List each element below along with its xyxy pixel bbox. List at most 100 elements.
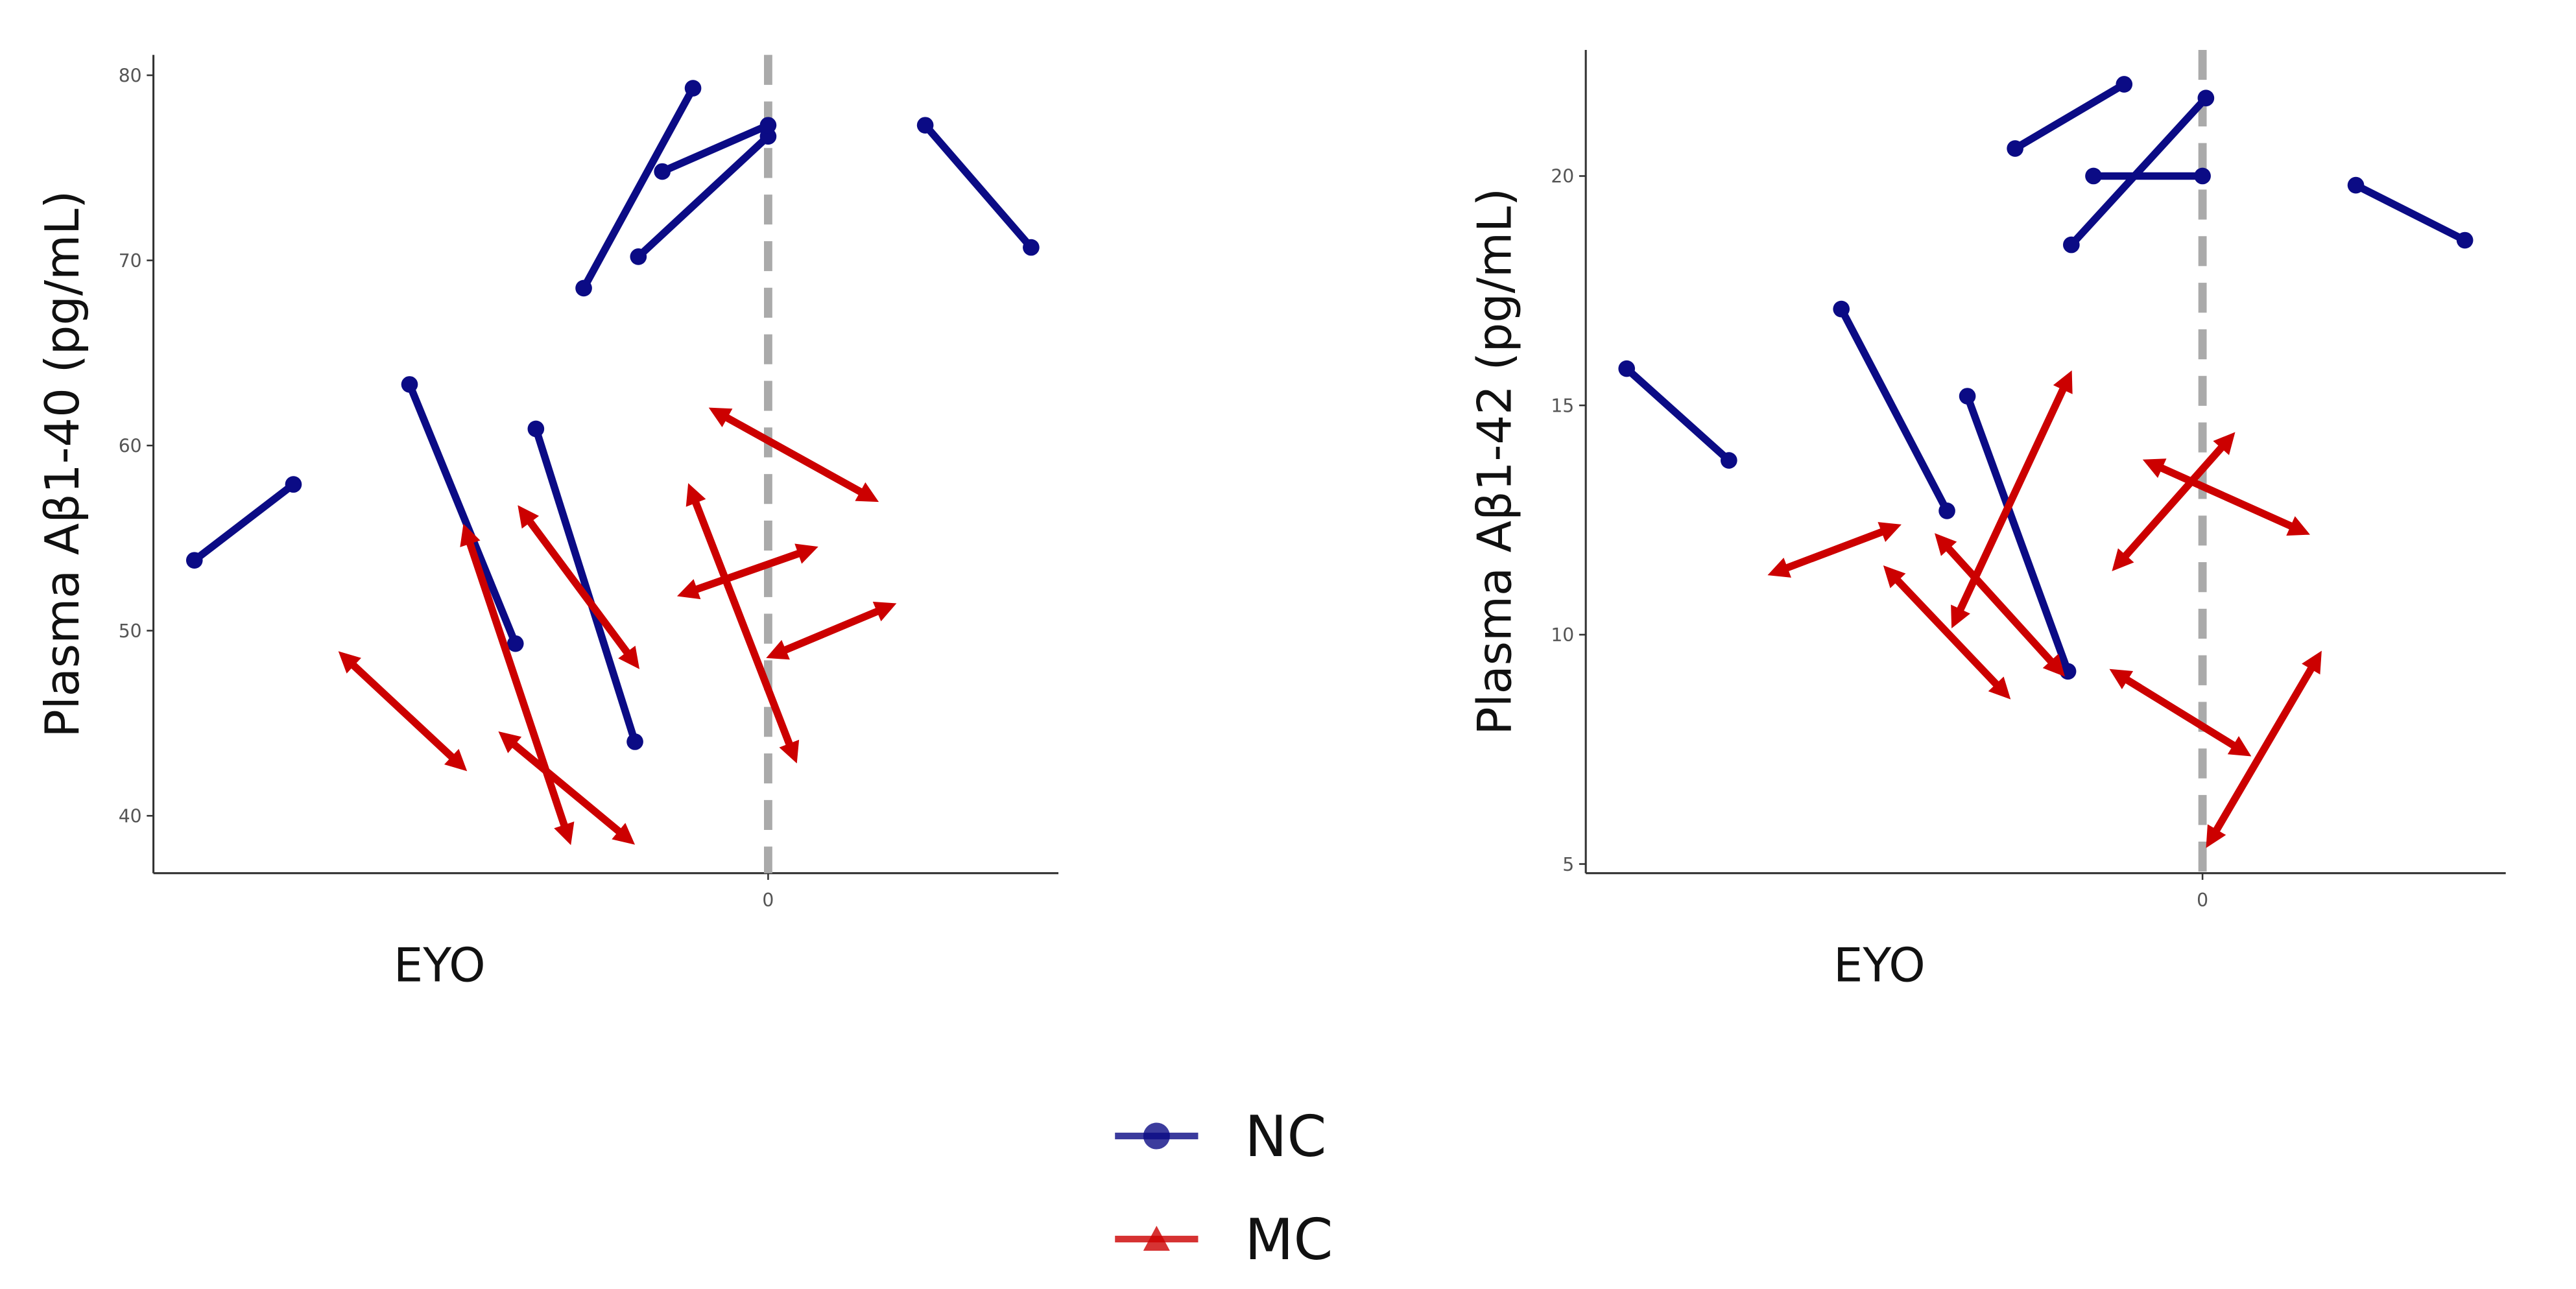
point xyxy=(2116,76,2133,93)
point xyxy=(794,543,818,564)
x-tick-label: 0 xyxy=(2197,890,2208,911)
y-tick-label: 60 xyxy=(119,435,142,456)
point xyxy=(654,163,671,180)
segment xyxy=(2153,461,2300,533)
point xyxy=(2213,432,2236,455)
point xyxy=(1618,360,1636,377)
legend-marker xyxy=(1143,1225,1170,1251)
point xyxy=(401,376,418,393)
point xyxy=(618,645,640,669)
segment xyxy=(776,605,886,657)
point xyxy=(916,117,934,134)
segment xyxy=(922,123,1034,250)
segment xyxy=(345,657,460,765)
point xyxy=(708,407,733,427)
point xyxy=(554,822,575,846)
legend: NC MC xyxy=(1115,1104,1333,1273)
y-tick-label: 15 xyxy=(1551,395,1574,416)
panel: 40 50 60 70 80 0 EYO Plasma Aβ1-40 (pg/mL) xyxy=(35,54,1059,992)
point xyxy=(676,579,701,600)
point xyxy=(1938,503,1955,519)
point xyxy=(285,476,302,493)
y-axis-title: Plasma Aβ1-40 (pg/mL) xyxy=(35,191,89,738)
y-tick-label: 50 xyxy=(119,621,142,642)
segment xyxy=(506,737,627,840)
point xyxy=(2286,516,2310,536)
point xyxy=(1988,676,2011,700)
point xyxy=(460,523,481,547)
point xyxy=(1767,558,1791,578)
legend-marker xyxy=(1143,1122,1170,1150)
point xyxy=(1878,522,1902,542)
point xyxy=(2456,231,2474,249)
point xyxy=(2042,654,2065,677)
segment xyxy=(718,410,869,499)
legend-label: NC xyxy=(1245,1104,1326,1170)
segment xyxy=(636,134,771,260)
point xyxy=(518,505,540,529)
point xyxy=(759,117,777,134)
segment xyxy=(1889,572,2005,692)
segment xyxy=(1778,525,1890,574)
point xyxy=(2109,668,2134,689)
point xyxy=(612,823,636,845)
point xyxy=(2206,824,2226,848)
segment xyxy=(464,535,571,834)
y-tick-label: 5 xyxy=(1562,854,1574,875)
point xyxy=(575,279,592,297)
y-tick-label: 70 xyxy=(119,250,142,272)
segment xyxy=(532,427,639,743)
point xyxy=(2007,140,2023,157)
segment xyxy=(2209,660,2319,839)
point xyxy=(2227,736,2252,757)
point xyxy=(686,483,706,507)
y-tick-label: 40 xyxy=(119,805,142,827)
point xyxy=(444,748,468,772)
y-axis-title: Plasma Aβ1-42 (pg/mL) xyxy=(1468,188,1522,735)
point xyxy=(2112,548,2134,572)
segment xyxy=(1624,366,1732,464)
point xyxy=(626,733,643,750)
segment xyxy=(2068,95,2209,248)
point xyxy=(1833,300,1850,318)
y-tick-label: 80 xyxy=(119,65,142,86)
point xyxy=(1959,388,1976,405)
segment xyxy=(689,494,796,753)
segment xyxy=(1838,307,1951,513)
point xyxy=(498,731,522,753)
segment xyxy=(192,481,296,563)
point xyxy=(185,552,203,569)
point xyxy=(527,420,545,438)
point xyxy=(1023,239,1040,256)
x-axis-title: EYO xyxy=(1833,938,1926,992)
point xyxy=(1720,452,1737,469)
y-tick-label: 20 xyxy=(1551,166,1574,187)
segment xyxy=(2013,81,2127,152)
segment xyxy=(406,383,519,645)
point xyxy=(2302,650,2322,675)
panel: 5 10 15 20 0 EYO Plasma Aβ1-42 (pg/mL) xyxy=(1468,49,2506,992)
segment xyxy=(1940,540,2059,670)
point xyxy=(2194,167,2211,185)
point xyxy=(2197,89,2215,107)
legend-label: MC xyxy=(1245,1207,1333,1273)
point xyxy=(2085,167,2102,185)
segment xyxy=(580,86,697,290)
segment xyxy=(1964,395,2071,673)
x-axis-title: EYO xyxy=(394,938,486,992)
segment xyxy=(2117,439,2230,564)
x-tick-label: 0 xyxy=(762,890,774,911)
point xyxy=(630,248,647,265)
segment xyxy=(688,547,807,596)
segment xyxy=(522,514,635,661)
point xyxy=(779,739,800,764)
point xyxy=(338,651,361,674)
point xyxy=(2142,458,2167,479)
point xyxy=(766,640,790,660)
point xyxy=(2063,236,2080,254)
point xyxy=(872,602,897,622)
segment xyxy=(2118,672,2242,753)
point xyxy=(2347,176,2365,194)
